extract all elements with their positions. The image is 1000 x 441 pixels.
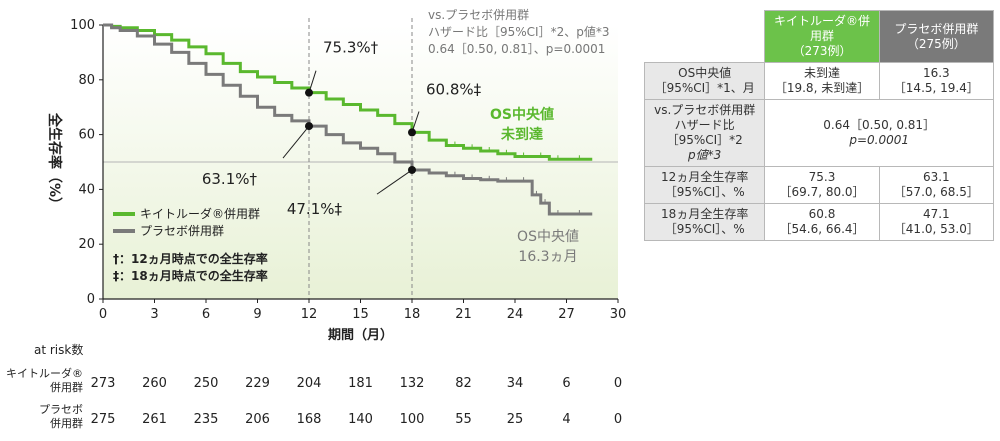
x-tick-label: 27	[558, 307, 575, 322]
atrisk-value: 100	[400, 412, 425, 427]
cell-hazard-merged: 0.64［0.50, 0.81］ p=0.0001	[764, 99, 994, 167]
atrisk-value: 140	[348, 412, 373, 427]
atrisk-value: 168	[297, 412, 322, 427]
table-header-placebo: プラセボ併用群 （275例）	[878, 10, 995, 63]
atrisk-value: 4	[562, 412, 570, 427]
table-corner	[644, 10, 766, 63]
series-keytruda-line	[103, 23, 593, 161]
median-keytruda-line2: 未到達	[501, 126, 543, 143]
cell-placebo-12m: 63.1 ［57.0, 68.5］	[878, 166, 995, 204]
footnote: †：12ヵ月時点での全生存率	[113, 251, 268, 266]
atrisk-value: 250	[194, 376, 219, 391]
median-keytruda-line1: OS中央値	[490, 106, 554, 123]
annotation-point	[305, 88, 313, 97]
annotation-point	[408, 165, 416, 174]
y-tick-label: 80	[78, 73, 95, 88]
cell-keytruda-18m: 60.8 ［54.6, 66.4］	[764, 203, 880, 241]
x-tick-label: 6	[202, 307, 210, 322]
row-label-os-median: OS中央値 ［95%CI］*1、月	[643, 62, 766, 100]
row-label-18m: 18ヵ月全生存率 ［95%CI］、%	[643, 203, 766, 241]
cell-keytruda-12m: 75.3 ［69.7, 80.0］	[764, 166, 880, 204]
table-row: vs.プラセボ併用群 ハザード比［95%CI］*2 p値*3 0.64［0.50, …	[643, 99, 994, 167]
atrisk-value: 229	[245, 376, 270, 391]
series-placebo-line	[103, 23, 593, 216]
atrisk-value: 260	[142, 376, 167, 391]
x-axis-title: 期間（月）	[328, 327, 393, 343]
cell-placebo-os-median: 16.3 ［14.5, 19.4］	[878, 62, 995, 100]
annotation-label: 47.1%‡	[287, 200, 343, 218]
annotation-leader	[282, 125, 310, 159]
row-label-hazard: vs.プラセボ併用群 ハザード比［95%CI］*2 p値*3	[643, 99, 766, 167]
row-label-12m: 12ヵ月全生存率 ［95%CI］、%	[643, 166, 766, 204]
atrisk-value: 273	[91, 376, 116, 391]
y-tick-label: 20	[78, 237, 95, 252]
hazard-text-line: vs.プラセボ併用群	[428, 8, 529, 22]
x-tick-label: 18	[404, 307, 421, 322]
x-tick-label: 24	[507, 307, 524, 322]
x-tick-label: 30	[610, 307, 627, 322]
x-tick-label: 15	[352, 307, 369, 322]
y-axis-title: 全生存率（%）	[46, 112, 63, 211]
atrisk-value: 206	[245, 412, 270, 427]
atrisk-value: 132	[400, 376, 425, 391]
x-tick-label: 0	[99, 307, 107, 322]
summary-table: キイトルーダ®併用群 （273例） プラセボ併用群 （275例） OS中央値 ［95%…	[643, 10, 995, 241]
atrisk-row-label: プラセボ	[39, 403, 83, 416]
y-tick-label: 40	[78, 182, 95, 197]
annotation-point	[408, 128, 416, 137]
atrisk-value: 0	[614, 376, 622, 391]
y-tick-label: 60	[78, 128, 95, 143]
atrisk-value: 25	[507, 412, 524, 427]
table-row: 12ヵ月全生存率 ［95%CI］、% 75.3 ［69.7, 80.0］ 63.1 ［…	[643, 166, 995, 204]
atrisk-value: 34	[507, 376, 524, 391]
atrisk-value: 261	[142, 412, 167, 427]
atrisk-title: at risk数	[34, 342, 83, 357]
atrisk-value: 181	[348, 376, 373, 391]
annotation-label: 63.1%†	[202, 170, 258, 188]
table-row: 18ヵ月全生存率 ［95%CI］、% 60.8 ［54.6, 66.4］ 47.1 ［…	[643, 203, 995, 241]
x-tick-label: 12	[301, 307, 318, 322]
annotation-point	[305, 122, 313, 131]
legend-label: プラセボ併用群	[140, 224, 224, 238]
table-row: OS中央値 ［95%CI］*1、月 未到達 ［19.8, 未到達］ 16.3 ［14.…	[643, 62, 995, 100]
atrisk-value: 55	[455, 412, 472, 427]
annotation-label: 75.3%†	[323, 39, 379, 57]
table-header-keytruda: キイトルーダ®併用群 （273例）	[764, 10, 880, 63]
atrisk-row-label: キイトルーダ®	[6, 366, 83, 380]
legend-label: キイトルーダ®併用群	[140, 206, 260, 221]
median-placebo-line1: OS中央値	[517, 229, 579, 245]
atrisk-value: 0	[614, 412, 622, 427]
cell-placebo-18m: 47.1 ［41.0, 53.0］	[878, 203, 995, 241]
hazard-text-line: 0.64［0.50, 0.81］、p=0.0001	[428, 42, 605, 56]
cell-keytruda-os-median: 未到達 ［19.8, 未到達］	[764, 62, 880, 100]
atrisk-row-label: 併用群	[50, 416, 83, 430]
atrisk-value: 275	[91, 412, 116, 427]
y-tick-label: 0	[87, 292, 95, 307]
y-tick-label: 100	[70, 18, 95, 33]
atrisk-value: 235	[194, 412, 219, 427]
annotation-label: 60.8%‡	[426, 80, 482, 98]
atrisk-value: 82	[455, 376, 472, 391]
atrisk-value: 6	[562, 376, 570, 391]
x-tick-label: 3	[150, 307, 158, 322]
atrisk-row-label: 併用群	[50, 380, 83, 394]
atrisk-value: 204	[297, 376, 322, 391]
median-placebo-line2: 16.3ヵ月	[518, 249, 577, 265]
footnote: ‡：18ヵ月時点での全生存率	[113, 268, 268, 283]
x-tick-label: 21	[455, 307, 472, 322]
hazard-text-line: ハザード比［95%CI］*2、p値*3	[428, 24, 609, 39]
x-tick-label: 9	[253, 307, 261, 322]
annotation-leader	[376, 169, 413, 195]
